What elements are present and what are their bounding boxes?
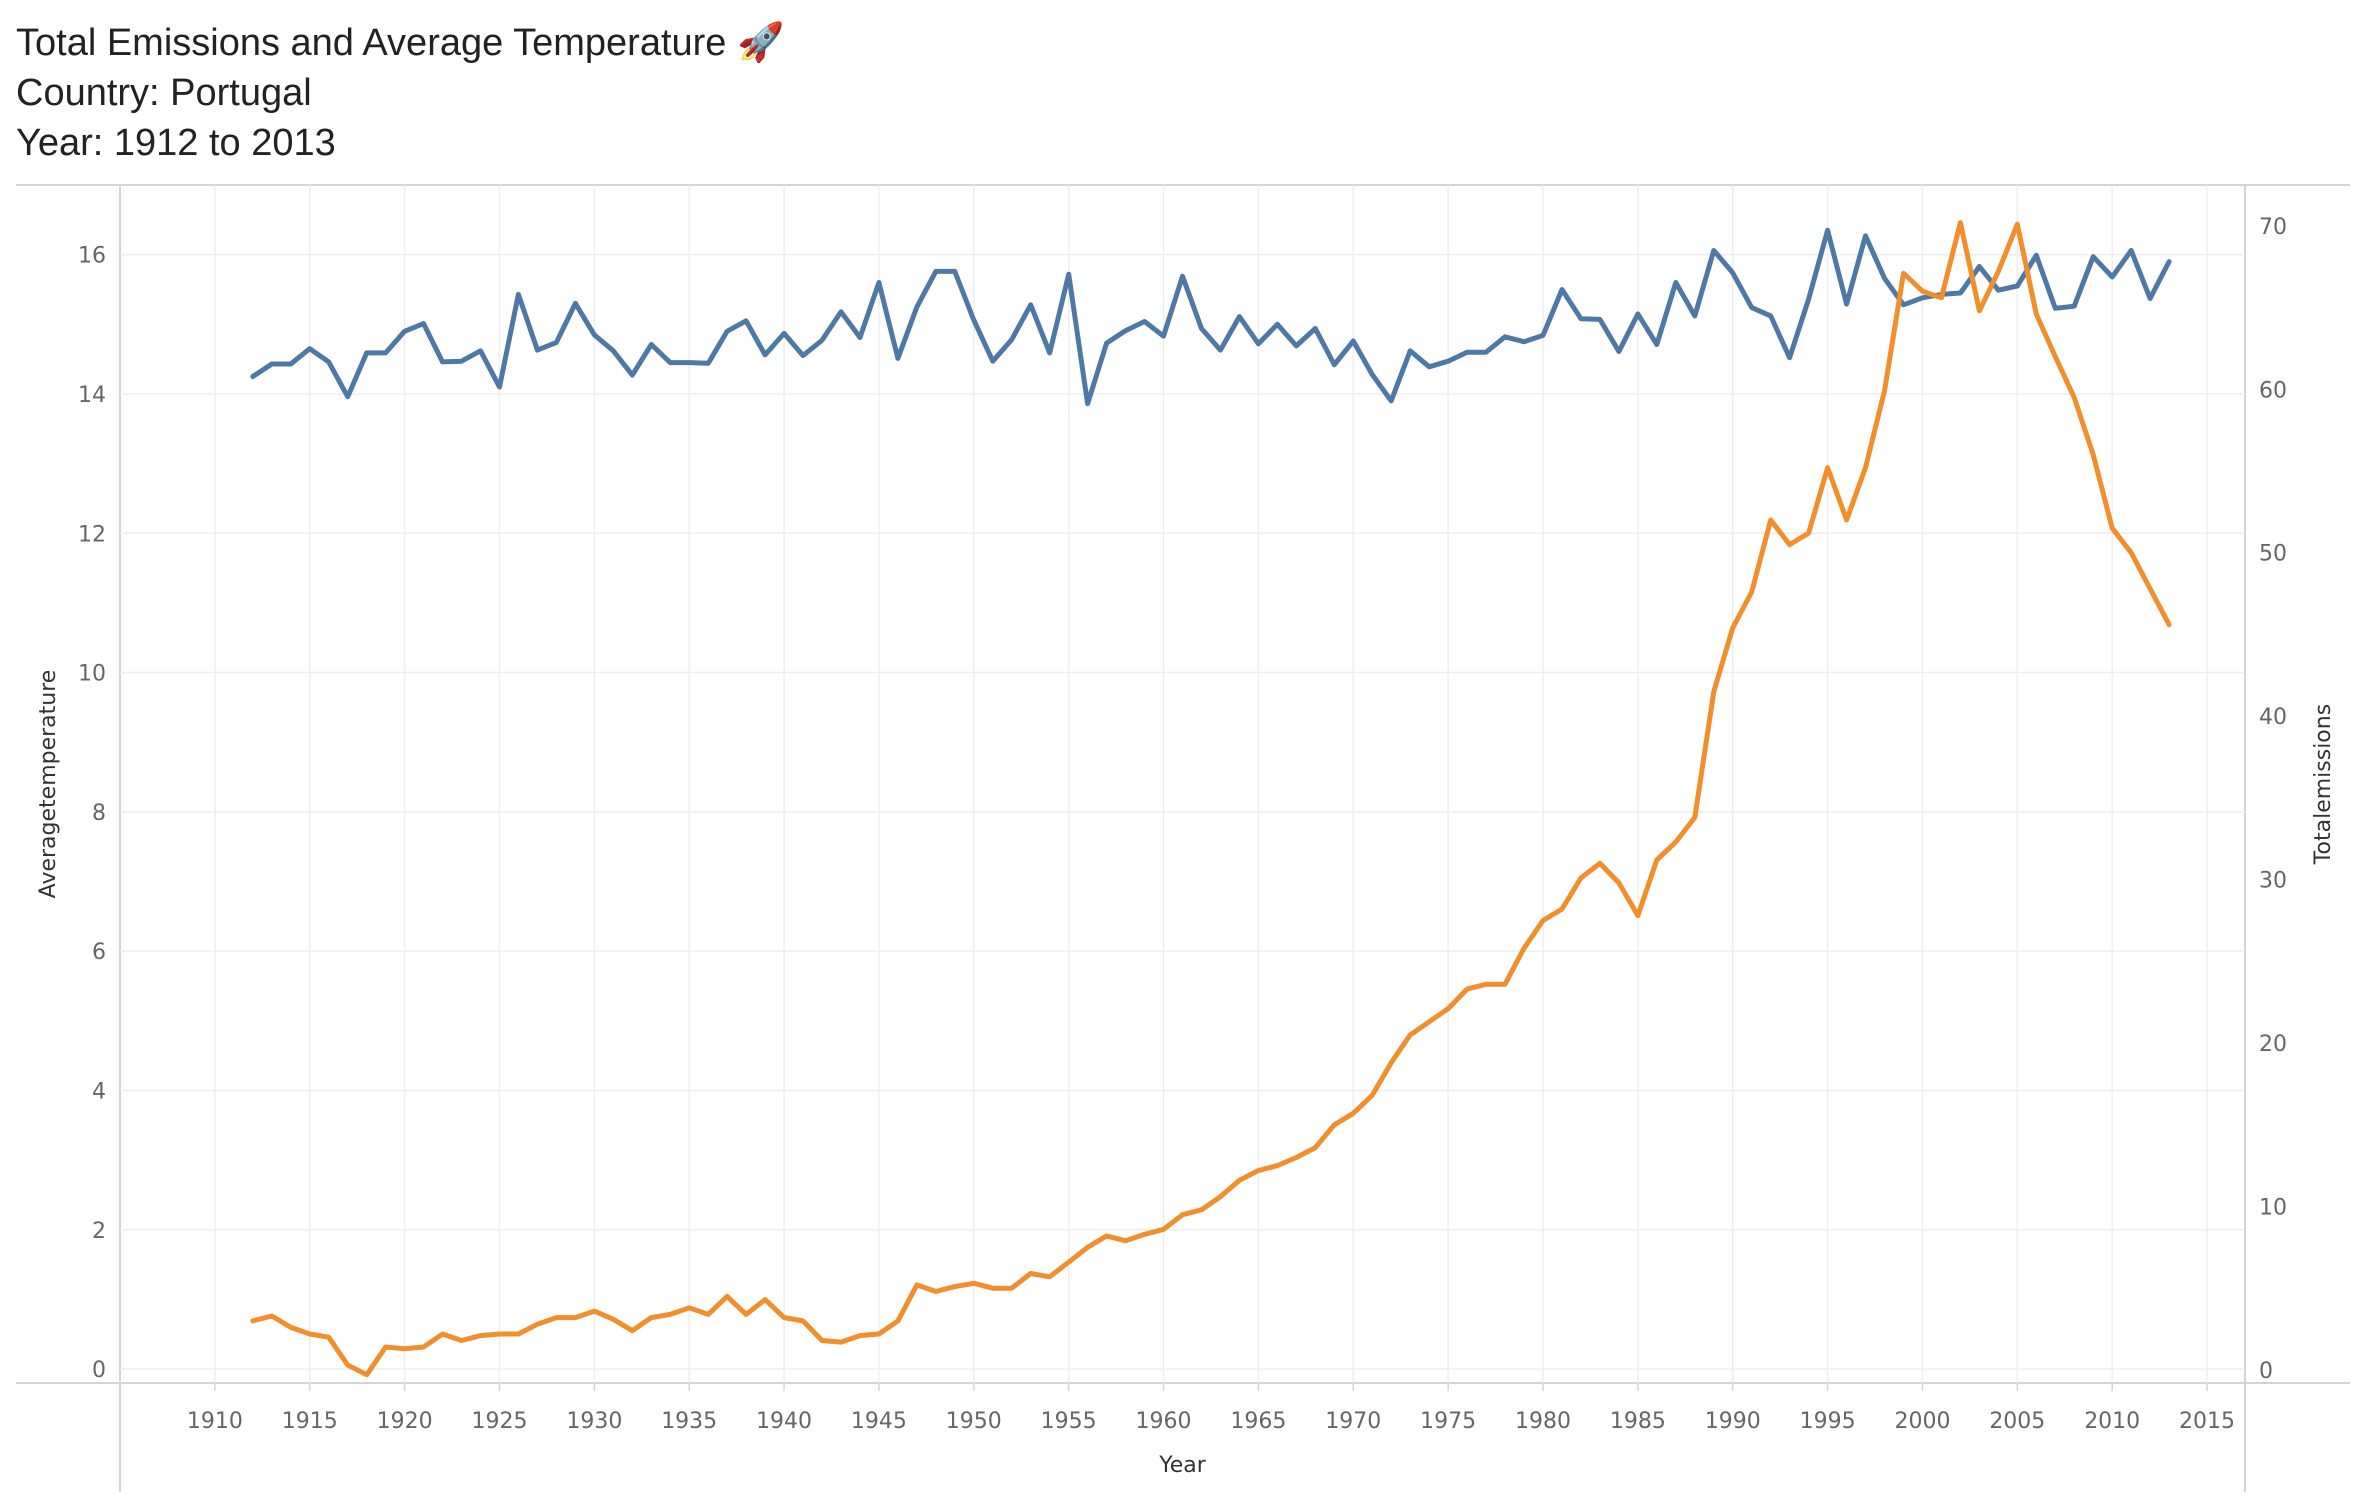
x-tick-label: 1970 <box>1325 1409 1381 1434</box>
tick-labels: 1910 1915 1920 1925 1930 1935 1940 1945 1950 1955… <box>78 215 2287 1434</box>
x-tick-label: 1915 <box>282 1409 338 1434</box>
chart-grid <box>120 185 2245 1391</box>
x-tick-label: 1955 <box>1041 1409 1097 1434</box>
x-tick-label: 1920 <box>377 1409 433 1434</box>
y-tick-label-left: 16 <box>78 244 106 269</box>
y-axis-title-left: Averagetemperature <box>36 670 61 899</box>
y-tick-label-left: 14 <box>78 383 106 408</box>
x-tick-label: 2015 <box>2179 1409 2235 1434</box>
y-tick-label-right: 40 <box>2259 705 2287 730</box>
x-tick-label: 1950 <box>946 1409 1002 1434</box>
x-tick-label: 1930 <box>566 1409 622 1434</box>
chart-title: Total Emissions and Average Temperature … <box>16 22 785 64</box>
y-tick-label-right: 30 <box>2259 869 2287 894</box>
y-tick-label-left: 2 <box>92 1219 106 1244</box>
y-tick-label-left: 0 <box>92 1358 106 1383</box>
y-tick-label-right: 60 <box>2259 378 2287 403</box>
x-tick-label: 1945 <box>851 1409 907 1434</box>
y-tick-label-right: 20 <box>2259 1032 2287 1057</box>
x-tick-label: 1995 <box>1800 1409 1856 1434</box>
y-tick-label-right: 50 <box>2259 542 2287 567</box>
y-tick-label-left: 10 <box>78 662 106 687</box>
x-tick-label: 1960 <box>1136 1409 1192 1434</box>
y-tick-label-right: 0 <box>2259 1359 2273 1384</box>
y-tick-label-left: 4 <box>92 1079 106 1104</box>
x-tick-label: 1985 <box>1610 1409 1666 1434</box>
chart-frame <box>16 184 2350 1492</box>
x-tick-label: 1925 <box>471 1409 527 1434</box>
x-tick-label: 2005 <box>1989 1409 2045 1434</box>
y-tick-label-left: 12 <box>78 522 106 547</box>
y-tick-label-left: 8 <box>92 801 106 826</box>
x-axis-title: Year <box>1158 1453 1207 1478</box>
x-tick-label: 1965 <box>1230 1409 1286 1434</box>
x-tick-label: 2000 <box>1894 1409 1950 1434</box>
x-tick-label: 1910 <box>187 1409 243 1434</box>
chart-subtitle-years: Year: 1912 to 2013 <box>16 122 336 164</box>
x-tick-label: 1990 <box>1705 1409 1761 1434</box>
x-tick-label: 1935 <box>661 1409 717 1434</box>
x-tick-label: 2010 <box>2084 1409 2140 1434</box>
series-layer <box>250 220 2172 1378</box>
chart-subtitle-country: Country: Portugal <box>16 72 312 114</box>
x-tick-label: 1980 <box>1515 1409 1571 1434</box>
x-tick-label: 1940 <box>756 1409 812 1434</box>
average-temperature-line <box>250 227 2172 407</box>
chart-title-block: Total Emissions and Average Temperature … <box>16 18 784 168</box>
y-axis-title-right: Totalemissions <box>2311 704 2336 865</box>
total-emissions-line <box>250 220 2172 1378</box>
y-tick-label-right: 70 <box>2259 215 2287 240</box>
y-tick-label-left: 6 <box>92 940 106 965</box>
x-tick-label: 1975 <box>1420 1409 1476 1434</box>
y-tick-label-right: 10 <box>2259 1195 2287 1220</box>
